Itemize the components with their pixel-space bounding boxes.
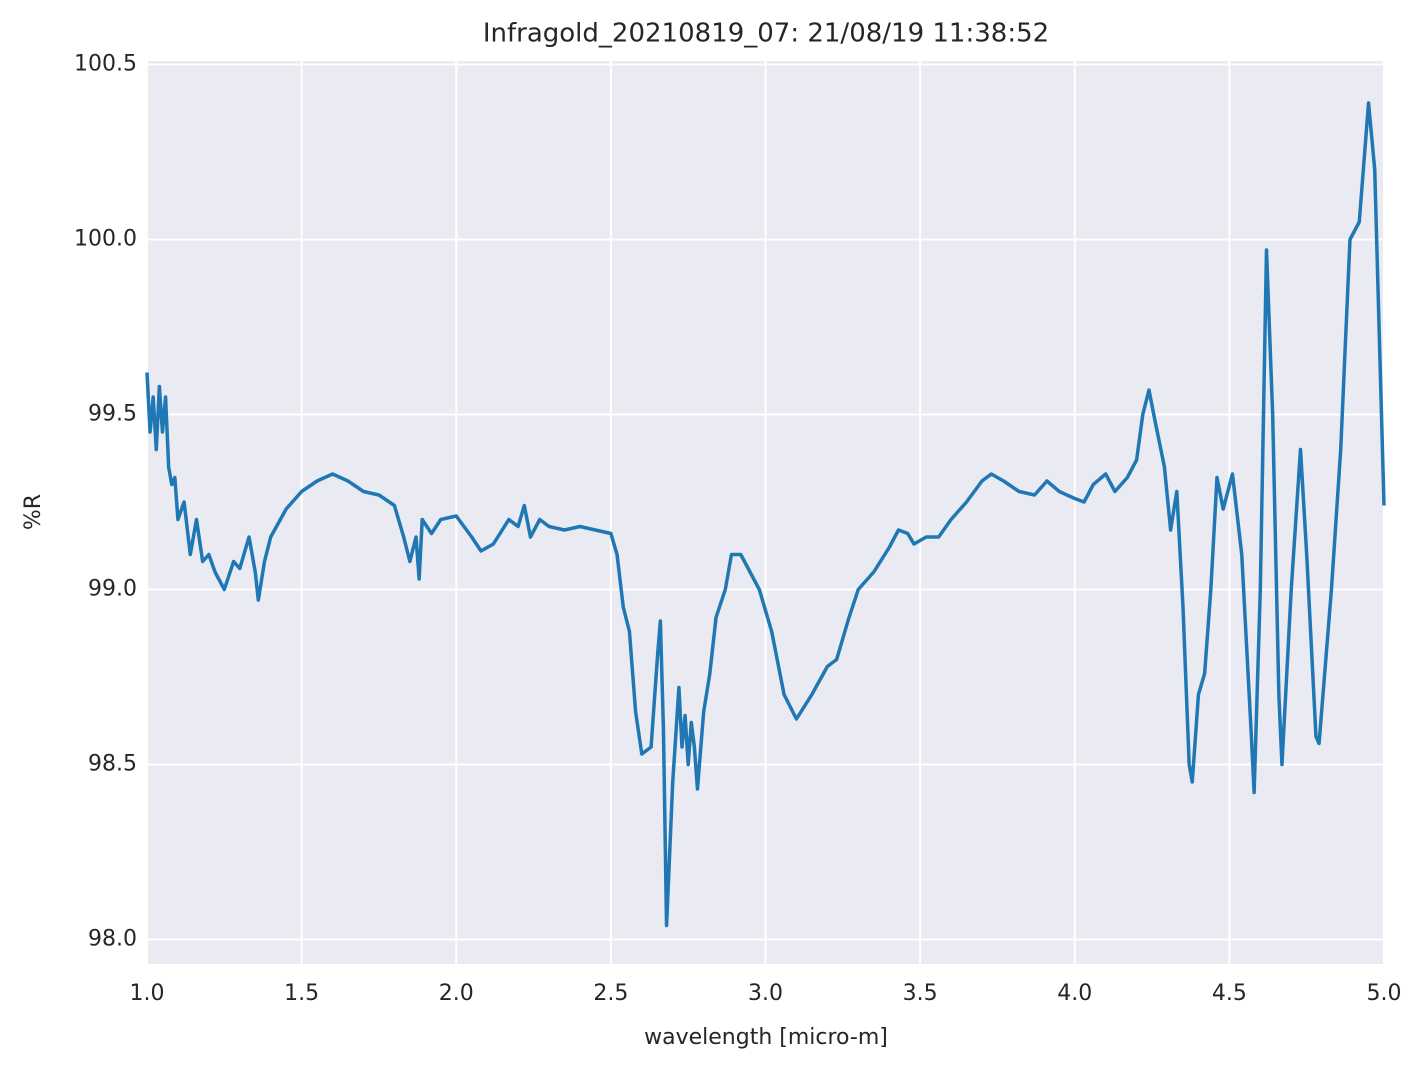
x-tick-label: 2.5 — [593, 981, 628, 1006]
y-tick-label: 99.0 — [88, 577, 137, 602]
y-tick-label: 100.5 — [74, 52, 137, 77]
x-tick-label: 4.0 — [1057, 981, 1092, 1006]
x-tick-label: 3.5 — [903, 981, 938, 1006]
y-axis-label: %R — [21, 494, 46, 530]
y-tick-label: 100.0 — [74, 227, 137, 252]
x-tick-label: 1.0 — [130, 981, 165, 1006]
y-tick-label: 98.0 — [88, 927, 137, 952]
x-tick-label: 5.0 — [1367, 981, 1402, 1006]
y-tick-label: 98.5 — [88, 752, 137, 777]
x-tick-label: 2.0 — [439, 981, 474, 1006]
chart-title: Infragold_20210819_07: 21/08/19 11:38:52 — [483, 19, 1049, 49]
x-tick-label: 3.0 — [748, 981, 783, 1006]
data-line — [145, 101, 1386, 928]
y-tick-label: 99.5 — [88, 402, 137, 427]
x-tick-label: 1.5 — [284, 981, 319, 1006]
x-axis-label: wavelength [micro-m] — [644, 1025, 888, 1050]
x-tick-label: 4.5 — [1212, 981, 1247, 1006]
